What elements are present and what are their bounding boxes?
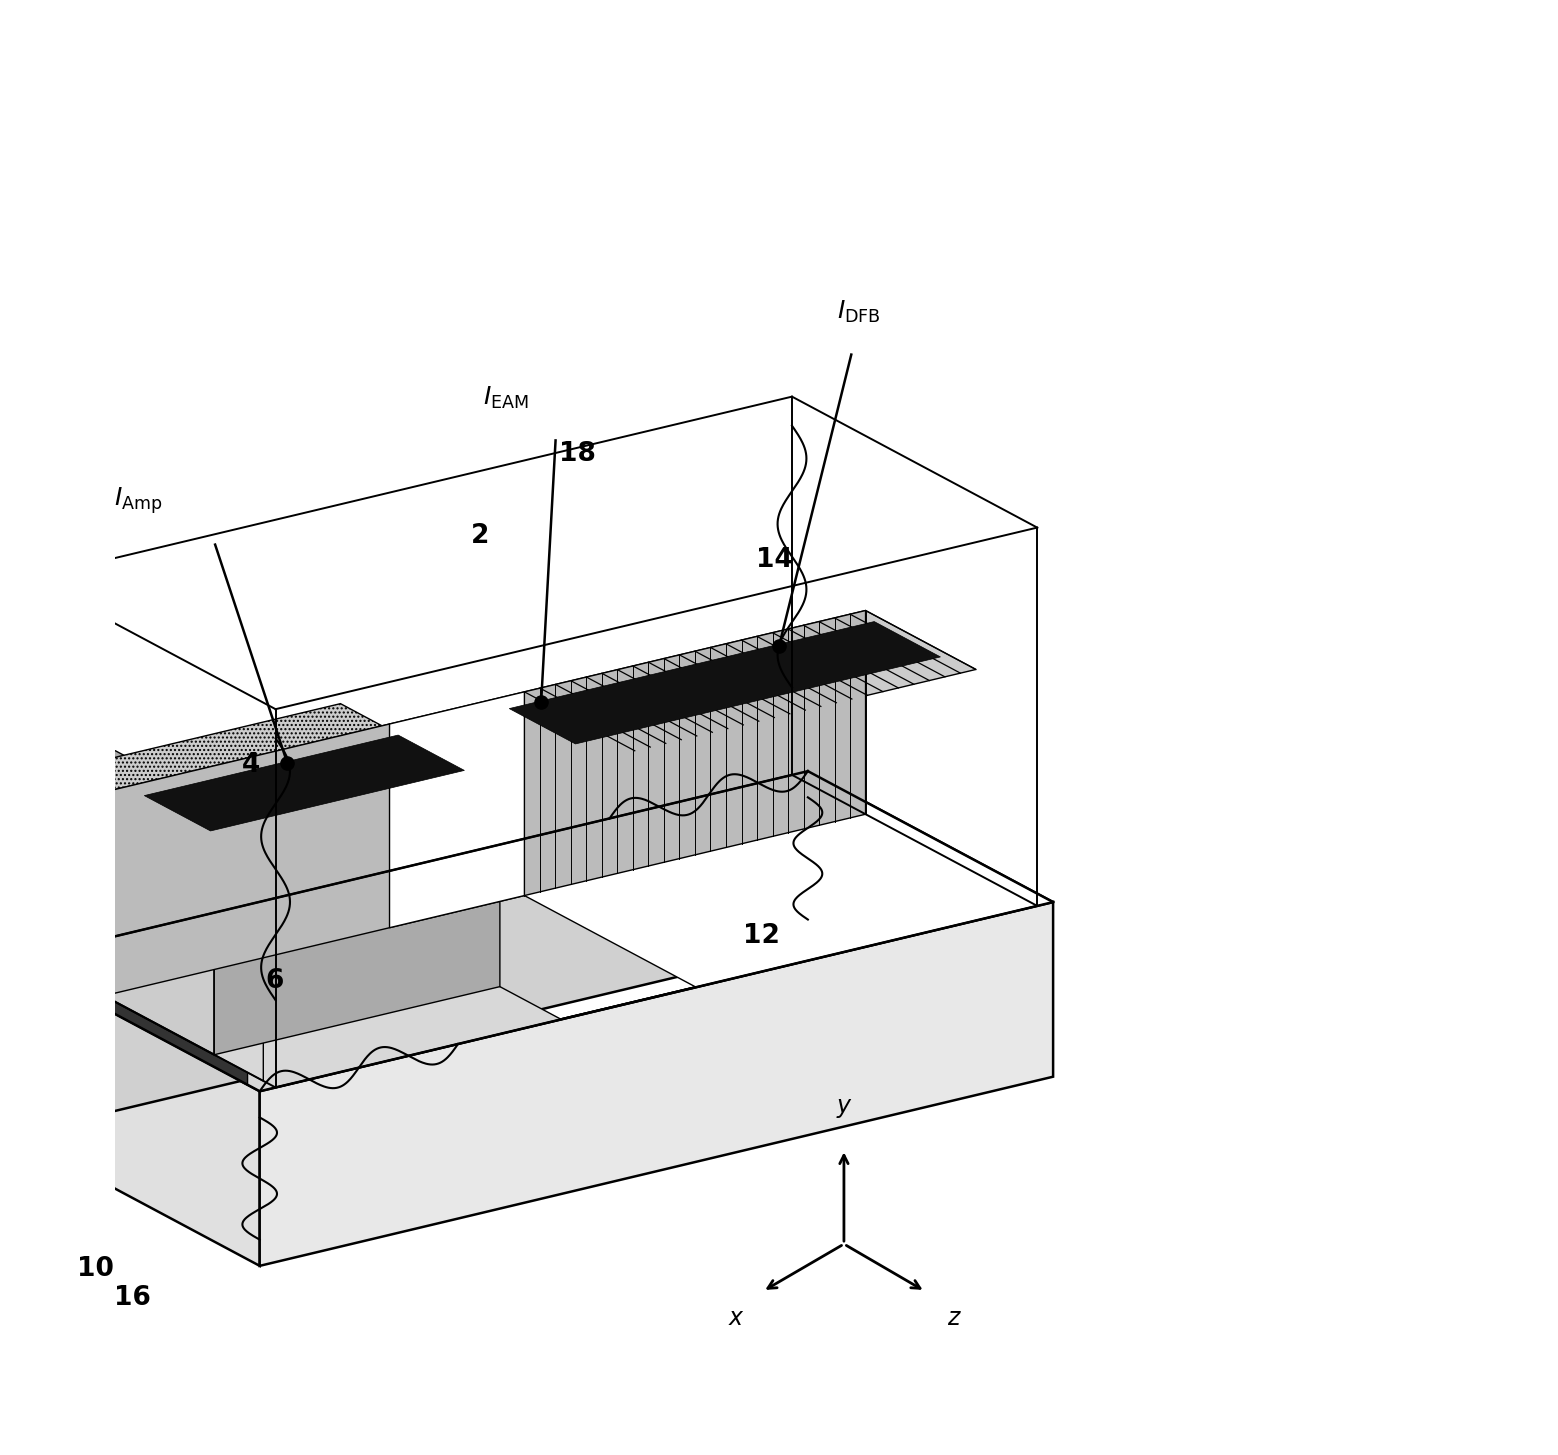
Point [528,691,553,714]
Text: $I_\mathrm{Amp}$: $I_\mathrm{Amp}$ [114,485,162,515]
Text: $x$: $x$ [729,1307,745,1330]
Text: 6: 6 [265,968,284,994]
Polygon shape [76,806,248,928]
Polygon shape [76,751,287,853]
Polygon shape [55,771,263,1081]
Text: 2: 2 [471,522,489,549]
Polygon shape [76,922,248,1056]
Polygon shape [450,771,1053,988]
Text: $y$: $y$ [835,1097,852,1120]
Polygon shape [14,960,260,1266]
Polygon shape [55,704,390,797]
Text: $z$: $z$ [947,1307,961,1330]
Point [274,751,299,774]
Polygon shape [509,621,941,744]
Polygon shape [14,771,809,1135]
Polygon shape [76,761,248,1085]
Polygon shape [215,789,548,883]
Polygon shape [260,902,1053,1266]
Text: 14: 14 [756,547,793,573]
Polygon shape [76,893,248,1016]
Text: 10: 10 [76,1256,114,1282]
Polygon shape [390,693,525,928]
Polygon shape [215,783,500,1055]
Point [767,634,791,658]
Polygon shape [145,735,464,831]
Polygon shape [14,771,1053,1091]
Polygon shape [104,725,500,851]
Polygon shape [76,761,248,899]
Polygon shape [76,835,248,957]
Text: 16: 16 [114,1285,151,1311]
Text: 12: 12 [743,924,779,949]
Text: 18: 18 [559,441,595,467]
Polygon shape [104,611,866,995]
Polygon shape [14,889,561,1091]
Text: $I_\mathrm{DFB}$: $I_\mathrm{DFB}$ [837,300,880,326]
Polygon shape [76,965,248,1085]
Polygon shape [76,864,248,986]
Polygon shape [525,611,975,751]
Polygon shape [104,792,215,1055]
Text: 4: 4 [241,752,260,778]
Text: $I_\mathrm{EAM}$: $I_\mathrm{EAM}$ [483,386,530,412]
